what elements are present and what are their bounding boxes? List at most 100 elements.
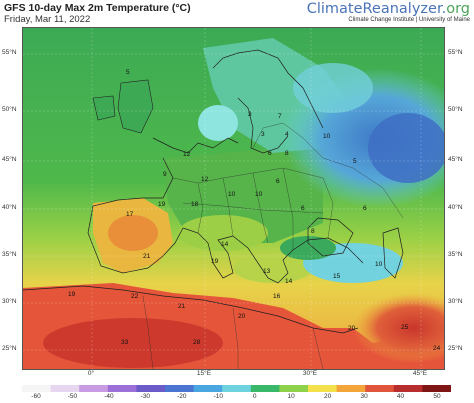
temp-label: 33 — [121, 339, 129, 346]
temp-label: 19 — [158, 201, 166, 208]
color-scale-tick: 10 — [287, 393, 295, 400]
temp-label: 8 — [311, 228, 315, 235]
lat-label: 55°N — [2, 49, 17, 56]
temp-label: 25 — [401, 324, 409, 331]
temp-label: 9 — [163, 171, 167, 178]
color-scale-tick: 20 — [324, 393, 332, 400]
lat-label: 35°N — [2, 251, 17, 258]
temp-label: 14 — [285, 278, 293, 285]
greece-turkey-area — [233, 253, 313, 283]
temp-label: 14 — [221, 241, 229, 248]
brand-main: ClimateReanalyzer. — [306, 1, 447, 17]
lat-label-right: 50°N — [448, 106, 463, 113]
temp-label: 7 — [278, 113, 282, 120]
brand-tld: org — [446, 1, 470, 17]
ireland-outline — [92, 95, 116, 121]
temp-label: 10 — [255, 191, 263, 198]
color-scale-tick: 0 — [252, 393, 257, 400]
color-scale-segment — [250, 385, 280, 392]
temp-label: 10 — [323, 133, 331, 140]
graticule — [23, 28, 444, 369]
temp-label: 5 — [126, 69, 130, 76]
temp-label: 15 — [333, 273, 341, 280]
temp-label: 6 — [301, 205, 305, 212]
temp-label: 5 — [353, 158, 357, 165]
lat-label-right: 25°N — [448, 345, 463, 352]
color-scale-segment — [365, 385, 395, 392]
temp-label: 12 — [201, 176, 209, 183]
lon-label: 0° — [87, 370, 95, 377]
color-scale-tick: -20 — [177, 393, 187, 400]
temp-label: 4 — [285, 131, 289, 138]
lon-label: 30°E — [302, 370, 318, 377]
lat-label: 25°N — [2, 345, 17, 352]
black-sea-area — [280, 236, 336, 260]
color-scale-segment — [336, 385, 366, 392]
temp-label: 3 — [248, 111, 252, 118]
british-isles-outline — [117, 79, 154, 134]
sahara-hot-area — [43, 318, 223, 368]
temp-label: 6 — [363, 205, 367, 212]
temp-label: 20 — [238, 313, 246, 320]
temp-label: 17 — [126, 211, 134, 218]
color-scale-segment — [165, 385, 195, 392]
middle-east-hot-area — [353, 293, 444, 363]
temp-label: 6 — [276, 178, 280, 185]
color-scale-segment — [308, 385, 338, 392]
color-scale-segment — [79, 385, 109, 392]
lat-label: 50°N — [2, 106, 17, 113]
map-title: GFS 10-day Max 2m Temperature (°C) — [4, 2, 191, 14]
north-russia-cold-area — [293, 63, 373, 113]
brand-logo[interactable]: ClimateReanalyzer.org — [307, 1, 470, 17]
color-scale-segment — [279, 385, 309, 392]
temp-label: 24 — [433, 345, 441, 352]
temp-label: 20 — [348, 325, 356, 332]
temp-label: 22 — [131, 293, 139, 300]
lat-label-right: 45°N — [448, 156, 463, 163]
lat-label: 40°N — [2, 204, 17, 211]
color-scale-segment — [136, 385, 166, 392]
temp-label: 16 — [273, 293, 281, 300]
russia-coldest-core — [368, 113, 444, 183]
country-borders — [142, 122, 404, 369]
color-scale-tick: -10 — [213, 393, 223, 400]
color-scale-tick: -30 — [140, 393, 151, 400]
color-scale-tick: 40 — [396, 393, 405, 400]
temp-label: 10 — [228, 191, 236, 198]
color-scale-segment — [107, 385, 137, 392]
color-scale-tick: -50 — [67, 393, 78, 400]
lat-label-right: 40°N — [448, 204, 463, 211]
coastlines — [23, 49, 404, 334]
balkans-warm-area — [178, 215, 268, 251]
lat-label-right: 55°N — [448, 49, 463, 56]
lat-label-right: 35°N — [448, 251, 463, 258]
temp-label: 21 — [178, 303, 186, 310]
temp-label: 19 — [211, 258, 219, 265]
temp-label: 28 — [193, 339, 201, 346]
color-scale-segment — [50, 385, 80, 392]
lat-label-right: 30°N — [448, 298, 463, 305]
iberia-warm-core — [108, 215, 158, 251]
temp-label: 10 — [375, 261, 383, 268]
temperature-labels: 5 3 7 3 4 6 8 10 10 6 12 9 17 19 18 6 6 … — [68, 69, 441, 352]
color-scale-tick: 30 — [360, 393, 368, 400]
color-scale-segment — [222, 385, 252, 392]
temp-label: 6 — [268, 150, 272, 157]
temp-label: 13 — [263, 268, 271, 275]
baltic-cold-area — [198, 105, 238, 141]
color-scale-segment — [393, 385, 423, 392]
color-scale-tick: -60 — [31, 393, 41, 400]
color-scale-bar — [22, 385, 451, 392]
color-scale-segment — [422, 385, 451, 392]
color-scale-segment — [193, 385, 223, 392]
temp-label: 8 — [285, 150, 289, 157]
temp-label: 18 — [191, 201, 199, 208]
temperature-map[interactable]: 5 3 7 3 4 6 8 10 10 6 12 9 17 19 18 6 6 … — [22, 27, 445, 370]
brand-subtitle: Climate Change Institute | University of… — [348, 17, 470, 23]
lon-label: 15°E — [196, 370, 212, 377]
lon-label: 45°E — [412, 370, 428, 377]
temp-label: 19 — [68, 291, 76, 298]
temp-label: 12 — [183, 151, 191, 158]
temp-label: 3 — [261, 131, 265, 138]
temp-label: 21 — [143, 253, 151, 260]
